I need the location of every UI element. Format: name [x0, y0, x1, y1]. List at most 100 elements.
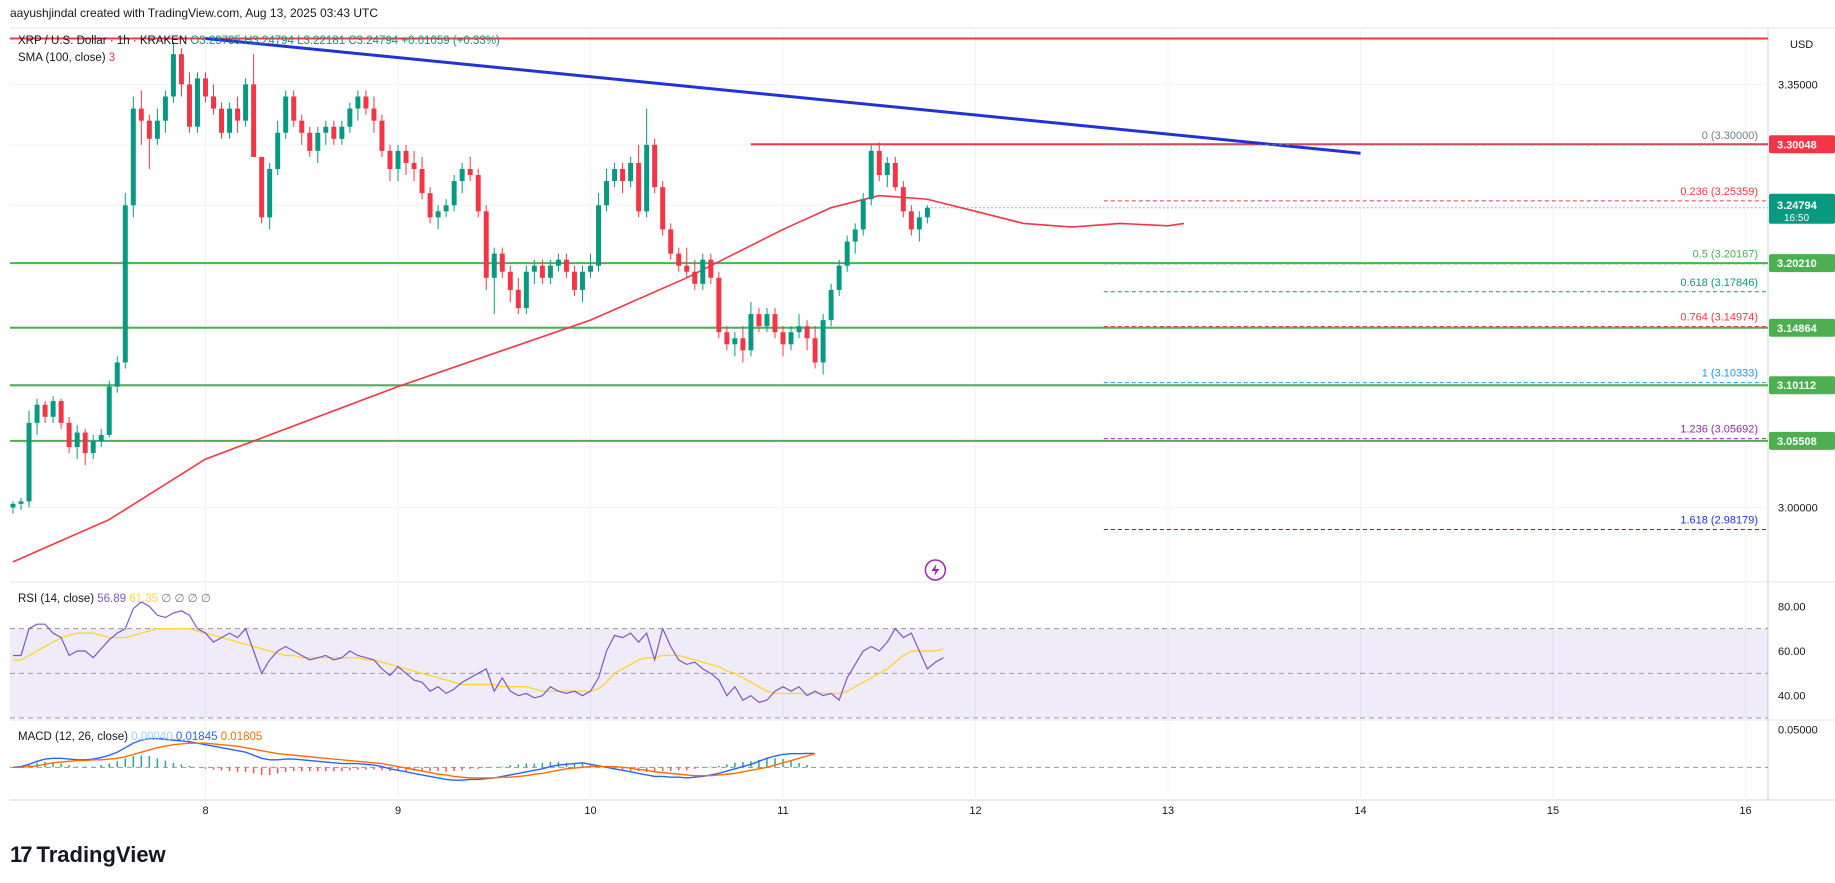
candle-body [251, 84, 257, 157]
tradingview-logo-icon: 17 [10, 842, 33, 867]
candle-body [692, 271, 698, 284]
candle-body [860, 199, 866, 230]
symbol-legend[interactable]: XRP / U.S. Dollar · 1h · KRAKEN O3.23735… [18, 35, 500, 47]
chart-attribution: aayushjindal created with TradingView.co… [10, 6, 379, 20]
candle-body [403, 150, 409, 163]
candle-body [451, 181, 457, 206]
candle-body [724, 332, 730, 345]
rsi-tick-label: 40.00 [1778, 691, 1806, 703]
candle-body [716, 277, 722, 333]
candle-body [427, 193, 433, 218]
candle-body [732, 338, 738, 345]
support-price-label: 3.05508 [1777, 436, 1817, 448]
candle-body [604, 181, 610, 206]
candle-body [411, 162, 417, 170]
grid-layer [10, 27, 1835, 801]
rsi-ma-value: 61.35 [129, 593, 159, 605]
sma-legend[interactable]: SMA (100, close) 3 [18, 52, 115, 64]
candle-body [884, 162, 890, 176]
candle-body [491, 253, 497, 278]
candle-body [291, 96, 297, 121]
candle-body [852, 229, 858, 242]
candle-body [323, 126, 329, 133]
support-price-label: 3.20210 [1777, 258, 1817, 270]
candle-body [443, 205, 449, 212]
candle-body [804, 326, 810, 339]
candle-body [130, 108, 136, 206]
candle-body [820, 320, 826, 363]
candle-body [788, 332, 794, 345]
x-tick-label: 14 [1354, 805, 1366, 817]
candle-body [483, 211, 489, 278]
rsi-name: RSI (14, close) [18, 593, 95, 605]
candle-body [243, 84, 249, 121]
macd-line-value: 0.01845 [175, 731, 218, 743]
rsi-value: 56.89 [97, 593, 127, 605]
candle-body [283, 96, 289, 133]
support-price-label: 3.10112 [1777, 380, 1816, 392]
candle-body [628, 162, 634, 182]
brand-name: TradingView [36, 842, 166, 867]
fib-level-label: 1 (3.10333) [1702, 368, 1758, 380]
ohlc-change: +0.01059 (+0.33%) [401, 35, 500, 47]
rsi-tick-label: 60.00 [1778, 646, 1806, 658]
rsi-line [13, 601, 944, 704]
candle-body [812, 338, 818, 363]
candle-body [435, 211, 441, 218]
candle-body [307, 132, 313, 151]
rsi-legend[interactable]: RSI (14, close) 56.89 61.35 ∅ ∅ ∅ ∅ [18, 591, 211, 605]
fibonacci-layer: 0 (3.30000) 0.236 (3.25359) 0.5 (3.20167) 0… [1103, 130, 1766, 530]
tradingview-brand[interactable]: 17 TradingView [10, 842, 166, 868]
candle-body [259, 156, 265, 218]
candle-body [154, 120, 160, 139]
support-price-tag [1769, 431, 1835, 450]
candle-body [170, 54, 176, 97]
candle-body [563, 259, 569, 272]
macd-tick-label: 0.05000 [1778, 725, 1818, 737]
x-tick-label: 9 [395, 805, 401, 817]
candle-body [620, 169, 626, 182]
candle-body [467, 169, 473, 176]
candle-body [539, 265, 545, 278]
candle-body [756, 314, 762, 327]
candle-body [780, 332, 786, 345]
candle-body [387, 150, 393, 170]
ohlc-open: O3.23735 [190, 35, 241, 47]
candle-body [106, 386, 112, 435]
candle-body [644, 144, 650, 212]
candle-body [531, 265, 537, 272]
macd-signal-line [13, 742, 816, 779]
candle-body [58, 401, 64, 423]
candle-body [828, 289, 834, 321]
candle-body [138, 108, 144, 121]
price-tick-label: 3.00000 [1778, 502, 1818, 514]
fib-level-label: 0.5 (3.20167) [1693, 249, 1758, 261]
candle-body [186, 84, 192, 127]
descending-trendline [205, 36, 1361, 155]
macd-legend[interactable]: MACD (12, 26, close) 0.00040 0.01845 0.0… [18, 731, 262, 743]
candle-body [122, 205, 128, 363]
candle-body [194, 78, 200, 127]
rsi-band [10, 628, 1768, 718]
macd-signal-value: 0.01805 [220, 731, 263, 743]
x-tick-label: 12 [969, 805, 981, 817]
candle-body [684, 265, 690, 272]
candle-body [419, 169, 425, 194]
candle-body [267, 169, 273, 218]
candle-body [596, 205, 602, 266]
candle-body [892, 162, 898, 188]
candle-body [146, 120, 152, 139]
candle-body [844, 241, 850, 266]
support-price-tag [1769, 254, 1835, 273]
candle-body [636, 162, 642, 212]
candle-body [42, 404, 48, 417]
ohlc-close: C3.24794 [348, 35, 399, 47]
candle-body [676, 253, 682, 266]
x-tick-label: 15 [1547, 805, 1559, 817]
candle-body [227, 108, 233, 133]
candle-body [275, 132, 281, 170]
candle-layer [10, 42, 930, 514]
candle-body [764, 314, 770, 327]
rsi-extra: ∅ ∅ ∅ ∅ [161, 593, 211, 605]
